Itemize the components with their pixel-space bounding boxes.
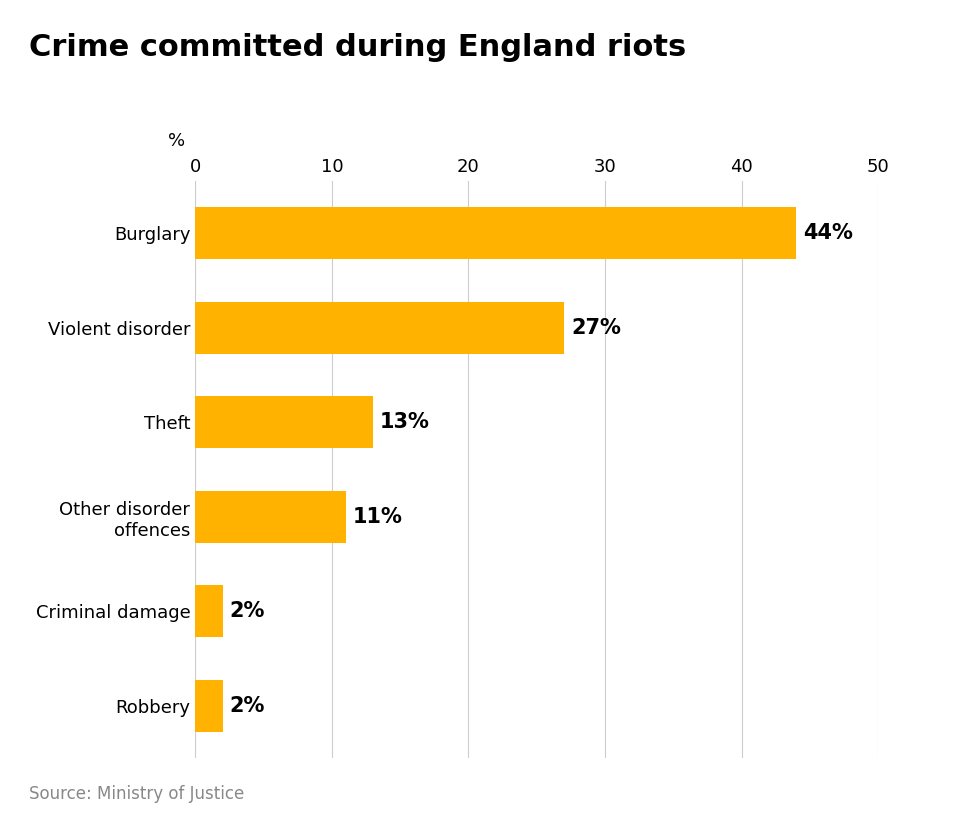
Bar [195, 396, 373, 448]
Text: Source: Ministry of Justice: Source: Ministry of Justice [29, 785, 245, 803]
Text: 2%: 2% [229, 602, 264, 621]
Bar [195, 491, 346, 543]
Text: %: % [168, 132, 185, 150]
Text: 27%: 27% [571, 318, 621, 338]
Text: Crime committed during England riots: Crime committed during England riots [29, 33, 686, 62]
Bar [195, 302, 564, 354]
Text: 13%: 13% [380, 413, 429, 433]
Bar [195, 585, 223, 638]
Bar [195, 680, 223, 732]
Text: 11%: 11% [352, 507, 402, 527]
Bar [195, 208, 796, 260]
Text: 2%: 2% [229, 696, 264, 716]
Text: 44%: 44% [803, 223, 853, 243]
